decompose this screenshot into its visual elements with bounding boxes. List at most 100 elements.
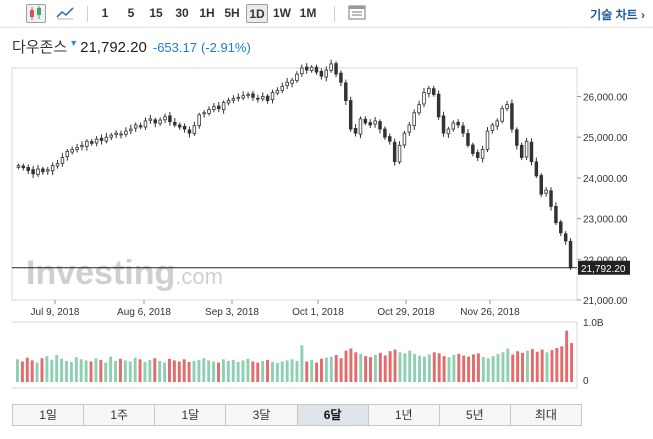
candle-body[interactable]	[256, 97, 260, 100]
candle-body[interactable]	[388, 136, 392, 142]
candle-body[interactable]	[314, 66, 319, 73]
candle-body[interactable]	[285, 81, 289, 87]
candle-body[interactable]	[368, 122, 372, 126]
candle-body[interactable]	[436, 93, 441, 118]
candle-body[interactable]	[138, 125, 143, 128]
candle-body[interactable]	[549, 190, 553, 207]
candle-body[interactable]	[329, 63, 333, 71]
candle-body[interactable]	[275, 89, 280, 94]
price-chart[interactable]: 26,000.0025,000.0024,000.0023,000.0022,0…	[0, 0, 653, 400]
candle-body[interactable]	[148, 118, 153, 121]
candle-body[interactable]	[485, 130, 490, 150]
candle-body[interactable]	[466, 133, 470, 146]
candle-body[interactable]	[427, 87, 431, 94]
range-1y-button[interactable]: 1년	[369, 405, 440, 425]
candle-body[interactable]	[456, 121, 460, 126]
candle-body[interactable]	[397, 144, 402, 163]
range-1m-button[interactable]: 1달	[155, 405, 227, 425]
candle-body[interactable]	[70, 149, 74, 153]
timeframe-5min-button[interactable]: 5	[127, 6, 135, 20]
candle-body[interactable]	[295, 73, 299, 81]
candle-body[interactable]	[432, 88, 436, 95]
candle-body[interactable]	[114, 132, 118, 135]
candle-body[interactable]	[422, 92, 426, 105]
candle-body[interactable]	[319, 71, 324, 77]
candle-body[interactable]	[539, 175, 543, 195]
candle-body[interactable]	[46, 169, 50, 172]
candle-body[interactable]	[480, 149, 485, 159]
candle-body[interactable]	[168, 115, 172, 123]
candle-body[interactable]	[16, 165, 21, 168]
candle-body[interactable]	[568, 240, 573, 269]
candle-body[interactable]	[373, 120, 377, 125]
candle-body[interactable]	[309, 66, 314, 72]
line-chart-icon[interactable]	[55, 4, 75, 23]
candle-body[interactable]	[260, 96, 265, 100]
candle-body[interactable]	[163, 116, 167, 121]
candle-body[interactable]	[353, 128, 358, 134]
candle-body[interactable]	[392, 141, 397, 163]
candle-body[interactable]	[529, 141, 534, 163]
candle-body[interactable]	[221, 102, 226, 111]
timeframe-30min-button[interactable]: 30	[175, 6, 189, 20]
candle-body[interactable]	[363, 118, 368, 124]
candle-body[interactable]	[407, 124, 412, 133]
candle-body[interactable]	[217, 105, 221, 110]
candle-body[interactable]	[89, 141, 94, 144]
candle-body[interactable]	[519, 144, 524, 158]
timeframe-15min-button[interactable]: 15	[149, 6, 163, 20]
candle-body[interactable]	[563, 233, 568, 242]
candle-body[interactable]	[290, 79, 294, 84]
candle-body[interactable]	[251, 93, 255, 98]
candle-body[interactable]	[559, 221, 563, 234]
candle-body[interactable]	[85, 140, 89, 147]
candle-body[interactable]	[475, 152, 480, 158]
timeframe-1min-button[interactable]: 1	[101, 6, 109, 20]
candle-body[interactable]	[500, 108, 504, 122]
candle-body[interactable]	[94, 138, 99, 144]
candle-body[interactable]	[417, 104, 421, 114]
candle-body[interactable]	[461, 125, 465, 134]
range-6m-button[interactable]: 6달	[297, 405, 369, 425]
candle-body[interactable]	[246, 94, 250, 97]
candle-body[interactable]	[451, 122, 456, 130]
candle-body[interactable]	[26, 166, 30, 171]
candle-body[interactable]	[554, 205, 558, 224]
candle-body[interactable]	[544, 189, 548, 194]
candle-body[interactable]	[383, 128, 387, 138]
data-table-icon[interactable]	[347, 4, 367, 23]
candle-body[interactable]	[55, 163, 60, 167]
candle-body[interactable]	[241, 95, 245, 99]
candle-body[interactable]	[192, 125, 197, 134]
candle-body[interactable]	[334, 63, 338, 75]
candle-body[interactable]	[270, 92, 275, 100]
candle-body[interactable]	[41, 168, 45, 173]
candle-body[interactable]	[510, 103, 514, 130]
candle-body[interactable]	[324, 69, 329, 78]
timeframe-5h-button[interactable]: 5H	[224, 6, 240, 20]
candle-body[interactable]	[31, 169, 35, 175]
candle-body[interactable]	[515, 129, 519, 146]
candle-body[interactable]	[109, 134, 114, 138]
candle-body[interactable]	[202, 112, 206, 115]
candle-body[interactable]	[524, 140, 529, 158]
candle-body[interactable]	[300, 67, 304, 75]
candle-body[interactable]	[50, 165, 55, 172]
candle-body[interactable]	[471, 144, 475, 154]
candle-body[interactable]	[158, 119, 162, 124]
timeframe-1h-button[interactable]: 1H	[199, 6, 215, 20]
candle-body[interactable]	[280, 85, 285, 91]
candle-body[interactable]	[402, 132, 407, 146]
candle-body[interactable]	[182, 125, 187, 130]
candle-body[interactable]	[80, 144, 84, 148]
candle-body[interactable]	[124, 130, 128, 135]
candle-body[interactable]	[65, 151, 70, 157]
candle-body[interactable]	[207, 109, 211, 114]
candle-body[interactable]	[441, 115, 446, 134]
candle-body[interactable]	[197, 114, 201, 126]
candle-body[interactable]	[505, 104, 509, 109]
candle-body[interactable]	[534, 161, 539, 177]
candle-body[interactable]	[99, 137, 104, 141]
technical-chart-link[interactable]: 기술 차트 ›	[590, 8, 645, 22]
candle-body[interactable]	[143, 120, 148, 128]
